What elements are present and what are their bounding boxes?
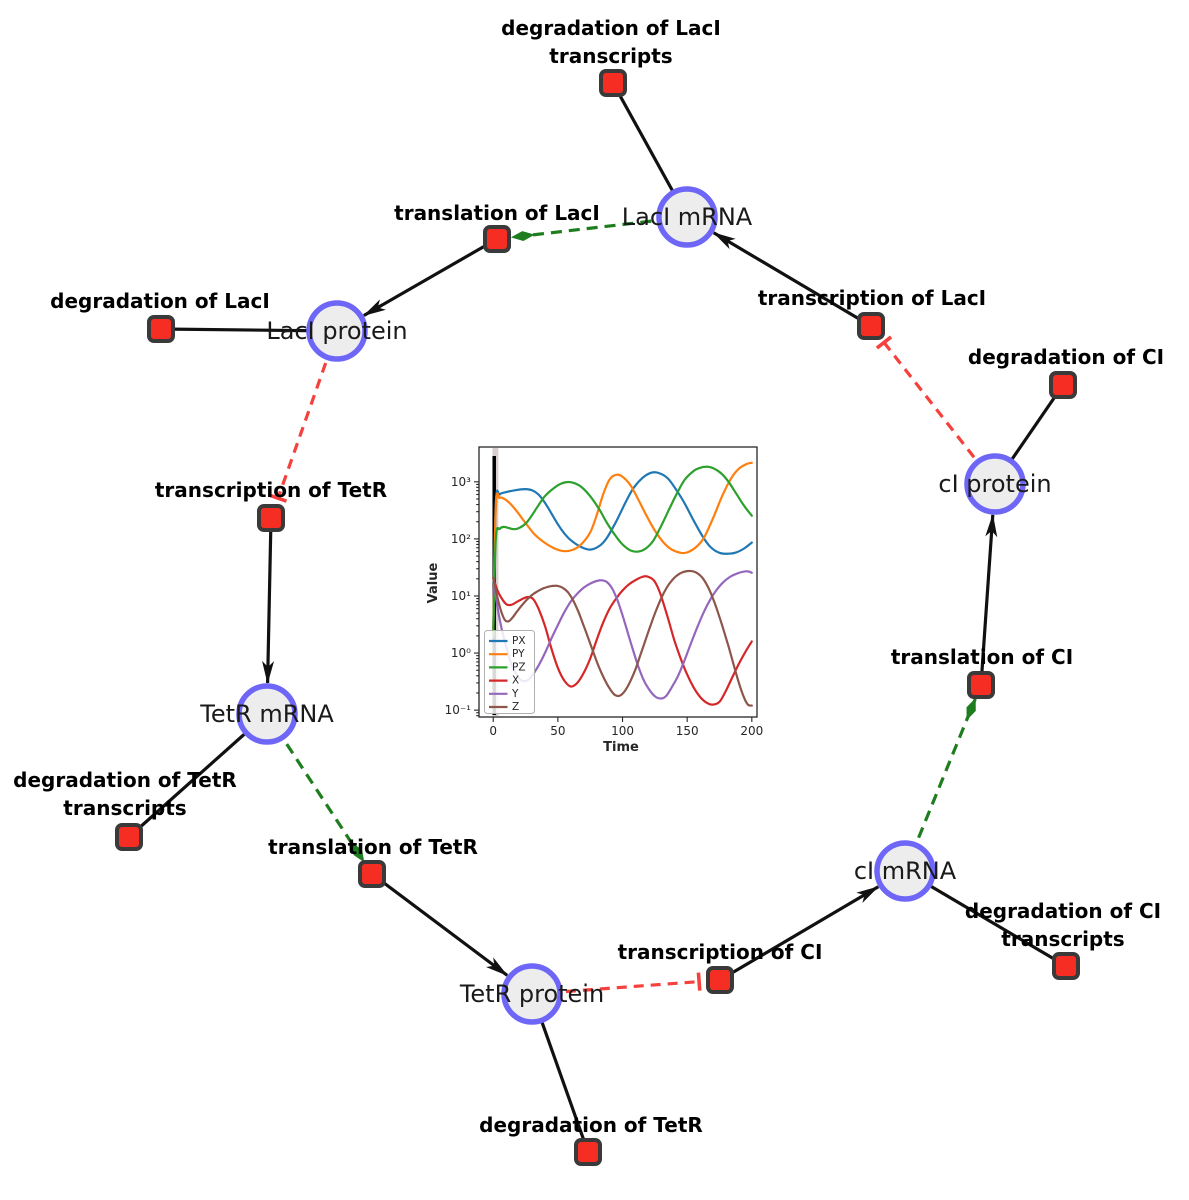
chart-x-tick-label: 50 bbox=[550, 724, 565, 738]
edge-inhibition-lacI_prot-tc_tetR bbox=[268, 330, 339, 503]
chart-y-tick-label: 10⁰ bbox=[451, 646, 471, 660]
legend-label-PZ: PZ bbox=[512, 661, 526, 673]
legend-label-PX: PX bbox=[512, 635, 526, 647]
reaction-label-deg_tetR: degradation of TetR bbox=[479, 1113, 703, 1137]
chart-y-tick-label: 10¹ bbox=[451, 589, 471, 603]
edge-modifier-tetR_mRNA-tl_tetR bbox=[265, 713, 366, 863]
edge-modifier-cI_mRNA-tl_cI bbox=[903, 697, 977, 872]
chart-series-PX bbox=[492, 471, 753, 637]
chart-axes-frame bbox=[478, 446, 758, 718]
reaction-label-deg_lacI_tx: degradation of LacI transcripts bbox=[501, 16, 721, 68]
reaction-node-tc_lacI bbox=[857, 312, 885, 340]
species-label-cI_mRNA: cI mRNA bbox=[854, 857, 957, 885]
reaction-label-tl_tetR: translation of TetR bbox=[268, 835, 478, 859]
reaction-node-deg_lacI bbox=[147, 315, 175, 343]
reaction-label-deg_tetR_tx: degradation of TetR transcripts bbox=[13, 768, 237, 820]
reaction-node-tl_cI bbox=[967, 671, 995, 699]
species-label-lacI_prot: LacI protein bbox=[266, 317, 407, 345]
chart-ticks bbox=[474, 481, 753, 722]
species-node-cI_prot bbox=[964, 453, 1026, 515]
reaction-label-deg_lacI: degradation of LacI bbox=[50, 289, 270, 313]
reaction-node-tl_tetR bbox=[358, 860, 386, 888]
reaction-node-deg_tetR bbox=[574, 1138, 602, 1166]
reaction-node-tc_tetR bbox=[257, 504, 285, 532]
legend-label-PY: PY bbox=[512, 648, 525, 660]
species-label-tetR_prot: TetR protein bbox=[459, 980, 604, 1008]
edge-product-tl_lacI-lacI_prot bbox=[363, 237, 498, 317]
reaction-label-tl_cI: translation of CI bbox=[891, 645, 1073, 669]
edge-product-tc_tetR-tetR_mRNA bbox=[262, 517, 275, 684]
edge-product-tl_tetR-tetR_prot bbox=[371, 872, 509, 977]
legend-label-X: X bbox=[512, 675, 519, 687]
reaction-label-tc_cI: transcription of CI bbox=[618, 940, 823, 964]
chart-series-Z bbox=[492, 569, 753, 707]
edge-inhibition-cI_prot-tc_lacI bbox=[875, 335, 997, 485]
chart-ylabel: Value bbox=[426, 562, 441, 603]
species-label-tetR_mRNA: TetR mRNA bbox=[199, 700, 334, 728]
reaction-label-deg_cI_tx: degradation of CI transcripts bbox=[965, 899, 1161, 951]
reaction-node-deg_tetR_tx bbox=[115, 823, 143, 851]
chart-series-PZ bbox=[492, 465, 753, 637]
species-node-tetR_prot bbox=[501, 963, 563, 1025]
reaction-node-deg_cI_tx bbox=[1052, 952, 1080, 980]
edge-product-tc_cI-cI_mRNA bbox=[719, 885, 880, 982]
legend-label-Z: Z bbox=[512, 701, 519, 713]
chart-series-PY bbox=[492, 461, 753, 637]
chart-x-tick-label: 100 bbox=[611, 724, 634, 738]
edge-product-tc_lacI-lacI_mRNA bbox=[712, 231, 872, 328]
chart-x-tick-label: 150 bbox=[676, 724, 699, 738]
species-node-cI_mRNA bbox=[874, 840, 936, 902]
reaction-node-deg_lacI_tx bbox=[599, 69, 627, 97]
edge-product-tl_cI-cI_prot bbox=[979, 513, 998, 686]
species-node-tetR_mRNA bbox=[236, 683, 298, 745]
species-node-lacI_prot bbox=[306, 300, 368, 362]
chart-y-tick-label: 10² bbox=[451, 532, 471, 546]
reaction-label-tl_lacI: translation of LacI bbox=[394, 201, 600, 225]
reaction-node-tc_cI bbox=[706, 966, 734, 994]
chart-y-tick-label: 10³ bbox=[451, 475, 471, 489]
reaction-node-deg_cI bbox=[1049, 371, 1077, 399]
edge-reactant-tetR_mRNA-deg_tetR_tx bbox=[127, 712, 269, 839]
reaction-label-tc_tetR: transcription of TetR bbox=[155, 478, 387, 502]
nodes-layer bbox=[115, 69, 1080, 1166]
chart-xlabel: Time bbox=[603, 740, 639, 755]
chart-x-tick-label: 200 bbox=[740, 724, 763, 738]
species-label-lacI_mRNA: LacI mRNA bbox=[622, 203, 753, 231]
edge-inhibition-tetR_prot-tc_cI bbox=[531, 972, 702, 996]
inset-chart: 0 50 100 150 20010³10²10¹10⁰10⁻¹TimeValuePXP… bbox=[426, 446, 763, 755]
species-node-lacI_mRNA bbox=[656, 186, 718, 248]
reaction-node-tl_lacI bbox=[483, 225, 511, 253]
chart-x-tick-label: 0 bbox=[489, 724, 497, 738]
reaction-label-tc_lacI: transcription of LacI bbox=[758, 286, 986, 310]
edge-reactant-cI_mRNA-deg_cI_tx bbox=[904, 869, 1067, 968]
edge-modifier-lacI_mRNA-tl_lacI bbox=[510, 215, 688, 241]
legend-label-Y: Y bbox=[511, 688, 519, 700]
labels-layer: LacI mRNA LacI protein TetR mRNA TetR prote… bbox=[13, 16, 1164, 1137]
reaction-label-deg_cI: degradation of CI bbox=[968, 345, 1164, 369]
species-label-cI_prot: cI protein bbox=[938, 470, 1051, 498]
chart-y-tick-label: 10⁻¹ bbox=[445, 703, 472, 717]
